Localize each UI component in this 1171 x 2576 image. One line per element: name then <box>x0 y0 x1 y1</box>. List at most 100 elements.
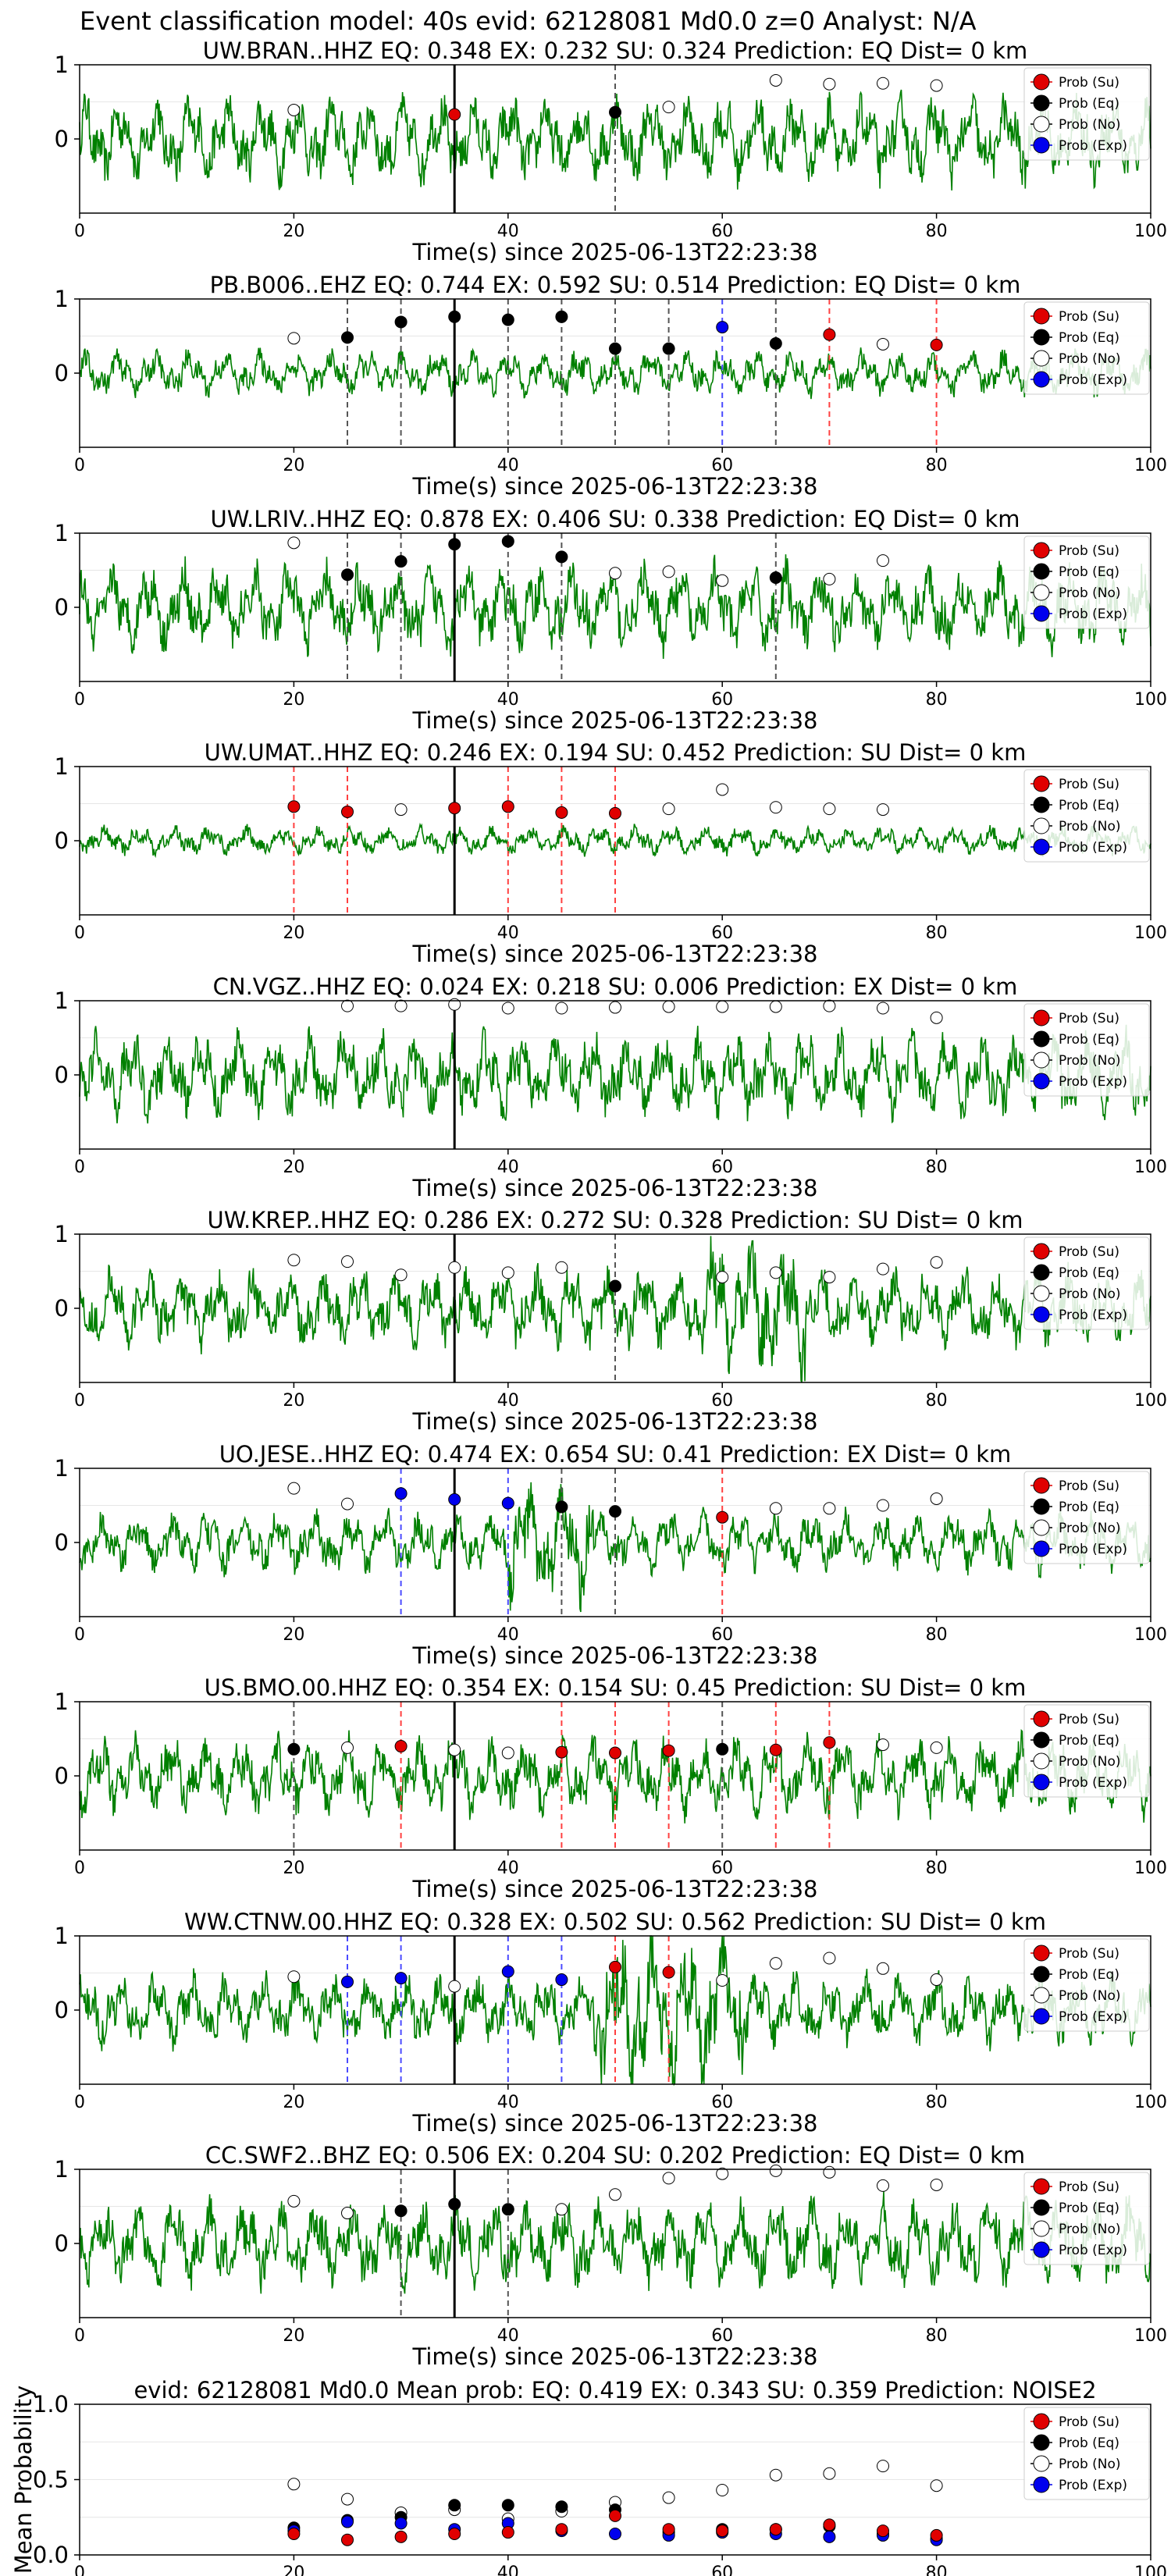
prob-marker-eq <box>501 2203 514 2216</box>
legend-label: Prob (Eq) <box>1059 1967 1119 1983</box>
prob-marker-no <box>394 803 408 817</box>
x-tick-label: 80 <box>926 222 948 241</box>
prob-marker-eq <box>394 555 408 568</box>
x-tick-label: 20 <box>283 222 304 241</box>
panel-uw-lriv--hhz: UW.LRIV..HHZ EQ: 0.878 EX: 0.406 SU: 0.3… <box>55 506 1167 734</box>
mean-marker-su <box>341 2533 354 2546</box>
mean-marker-su <box>716 2524 729 2538</box>
y-tick-label: 0 <box>55 2230 69 2257</box>
legend-marker-su <box>1033 1477 1050 1494</box>
x-tick-label: 80 <box>926 456 948 475</box>
legend-marker-no <box>1033 116 1050 133</box>
prob-marker-no <box>448 1743 461 1756</box>
prob-marker-exp <box>394 1487 408 1500</box>
x-axis-label: Time(s) since 2025-06-13T22:23:38 <box>412 707 818 734</box>
legend-label: Prob (Su) <box>1059 309 1119 325</box>
axes-frame <box>79 1000 1151 1150</box>
legend-marker-eq <box>1033 2434 1050 2451</box>
legend-box <box>1023 2407 1150 2500</box>
prob-marker-no <box>930 1256 943 1269</box>
prob-marker-no <box>930 79 943 92</box>
panel-title: US.BMO.00.HHZ EQ: 0.354 EX: 0.154 SU: 0.… <box>205 1674 1027 1701</box>
legend-label: Prob (Exp) <box>1059 607 1127 622</box>
legend-label: Prob (No) <box>1059 1053 1121 1069</box>
legend-label: Prob (Exp) <box>1059 1308 1127 1323</box>
x-tick-label: 20 <box>283 1158 304 1177</box>
x-tick-label: 0 <box>74 1391 85 1411</box>
legend-marker-exp <box>1033 1306 1050 1323</box>
prob-marker-no <box>501 1746 514 1759</box>
legend-marker-su <box>1033 542 1050 559</box>
y-tick-label: 1 <box>55 1688 69 1715</box>
prob-marker-no <box>877 803 889 817</box>
prob-marker-su <box>609 1960 621 1973</box>
y-axis-label: Mean Probability <box>10 2386 37 2574</box>
legend-marker-su <box>1033 308 1050 325</box>
legend-label: Prob (Su) <box>1059 543 1119 559</box>
legend-marker-eq <box>1033 94 1050 112</box>
y-tick-label: 1 <box>55 520 69 546</box>
prob-marker-no <box>501 1002 514 1015</box>
x-tick-label: 60 <box>711 1625 733 1645</box>
y-tick-label: 0 <box>55 1763 69 1789</box>
legend-marker-no <box>1033 2455 1050 2472</box>
legend-label: Prob (No) <box>1059 585 1121 601</box>
mean-marker-su <box>287 2527 301 2540</box>
prob-marker-no <box>662 802 675 816</box>
prob-marker-no <box>341 1255 354 1268</box>
legend-marker-exp <box>1033 137 1050 154</box>
legend-label: Prob (Exp) <box>1059 2009 1127 2025</box>
legend-label: Prob (Su) <box>1059 1478 1119 1494</box>
prob-marker-no <box>662 101 675 114</box>
legend-marker-exp <box>1033 2008 1050 2025</box>
prob-marker-eq <box>448 310 461 323</box>
legend-marker-su <box>1033 775 1050 792</box>
x-tick-label: 20 <box>283 2093 304 2112</box>
legend-marker-no <box>1033 1519 1050 1536</box>
x-tick-label: 40 <box>497 2093 519 2112</box>
legend-label: Prob (Eq) <box>1059 2201 1119 2216</box>
legend-marker-exp <box>1033 605 1050 622</box>
legend-marker-no <box>1033 584 1050 601</box>
x-tick-label: 100 <box>1134 2564 1167 2576</box>
prob-marker-exp <box>448 1493 461 1506</box>
panel-pb-b006--ehz: PB.B006..EHZ EQ: 0.744 EX: 0.592 SU: 0.5… <box>55 272 1167 500</box>
x-axis-label: Time(s) since 2025-06-13T22:23:38 <box>412 2110 818 2137</box>
legend-marker-su <box>1033 1710 1050 1727</box>
mean-marker-su <box>877 2524 889 2538</box>
prob-marker-no <box>930 1973 943 1987</box>
y-tick-label: 1 <box>55 1221 69 1247</box>
y-tick-label: 1 <box>55 1455 69 1482</box>
y-tick-label: 0 <box>55 1997 69 2023</box>
mean-marker-eq <box>448 2499 461 2512</box>
mean-marker-exp <box>341 2515 354 2528</box>
prob-marker-eq <box>609 105 621 119</box>
x-tick-label: 60 <box>711 1859 733 1878</box>
prob-marker-no <box>287 536 301 550</box>
y-tick-label: 0 <box>55 1062 69 1088</box>
prob-marker-no <box>448 1261 461 1274</box>
legend-label: Prob (Eq) <box>1059 798 1119 813</box>
x-tick-label: 0 <box>74 222 85 241</box>
x-tick-label: 20 <box>283 2326 304 2346</box>
prob-marker-no <box>823 77 836 91</box>
panel-uw-umat--hhz: UW.UMAT..HHZ EQ: 0.246 EX: 0.194 SU: 0.4… <box>55 739 1167 967</box>
prob-marker-no <box>341 1497 354 1510</box>
mean-marker-no <box>287 2478 301 2491</box>
legend-marker-eq <box>1033 1966 1050 1983</box>
legend-label: Prob (No) <box>1059 1988 1121 2004</box>
prob-marker-no <box>609 1001 621 1014</box>
mean-marker-exp <box>609 2527 621 2540</box>
legend-label: Prob (No) <box>1059 351 1121 367</box>
prob-marker-no <box>877 2179 889 2192</box>
prob-marker-su <box>448 802 461 815</box>
panel-cn-vgz--hhz: CN.VGZ..HHZ EQ: 0.024 EX: 0.218 SU: 0.00… <box>55 973 1167 1201</box>
x-axis-label: Time(s) since 2025-06-13T22:23:38 <box>412 941 818 967</box>
legend-label: Prob (Su) <box>1059 2179 1119 2195</box>
legend-box <box>1023 1471 1150 1564</box>
prob-marker-no <box>341 2207 354 2220</box>
x-tick-label: 40 <box>497 1625 519 1645</box>
y-tick-label: 0 <box>55 594 69 621</box>
prob-marker-no <box>609 2188 621 2201</box>
prob-marker-no <box>823 999 836 1012</box>
